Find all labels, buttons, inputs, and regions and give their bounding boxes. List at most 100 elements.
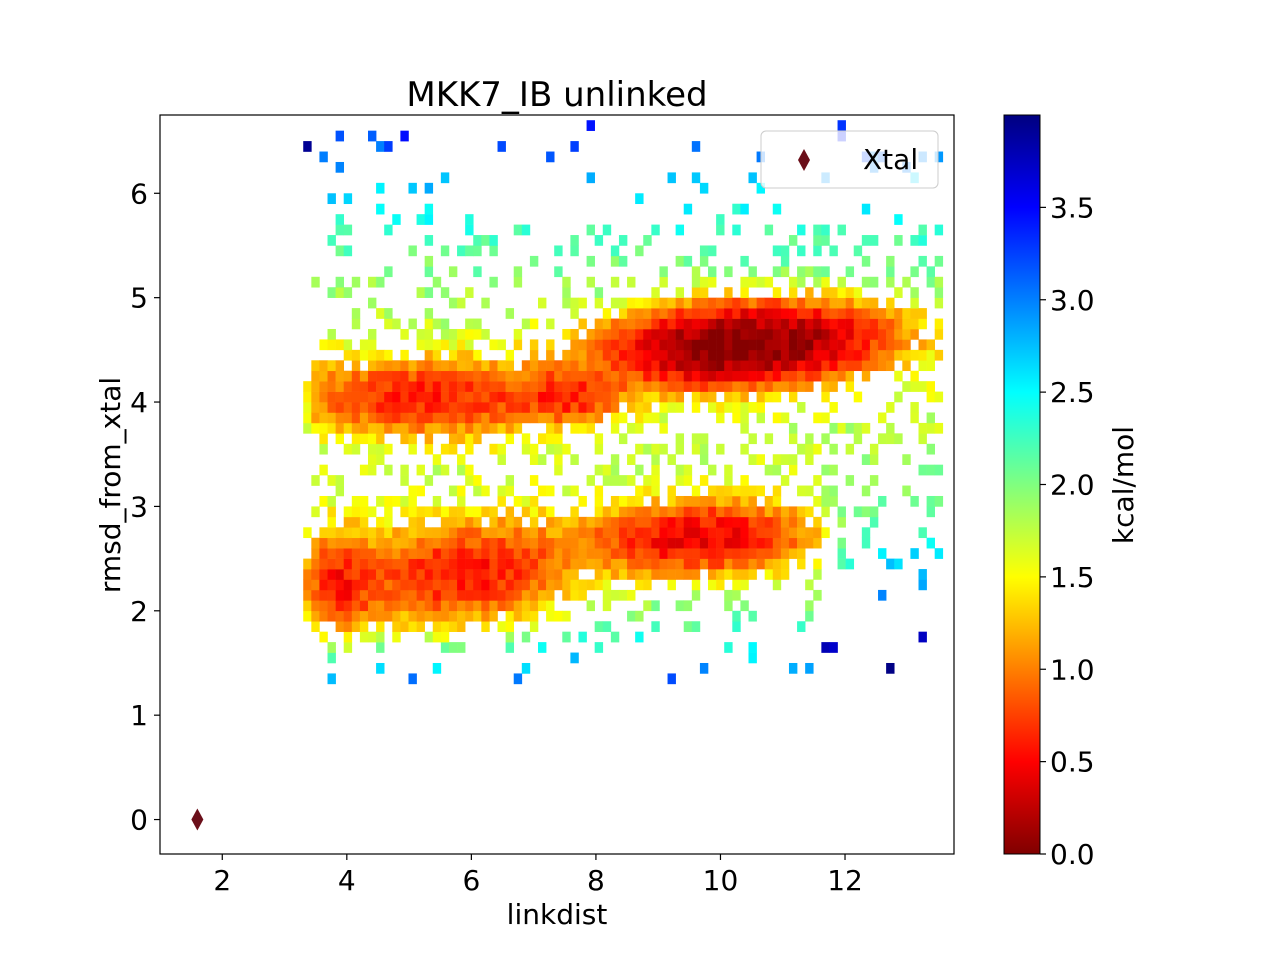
heatmap-cell (894, 349, 903, 361)
heatmap-cell (651, 537, 660, 549)
heatmap-cell (683, 527, 693, 539)
heatmap-cell (416, 339, 425, 351)
heatmap-cell (432, 589, 442, 601)
heatmap-cell (513, 224, 523, 236)
heatmap-cell (748, 318, 757, 330)
heatmap-cell (424, 360, 434, 372)
heatmap-cell (481, 527, 490, 539)
heatmap-cell (521, 391, 531, 403)
heatmap-cell (440, 360, 450, 372)
heatmap-cell (335, 339, 345, 351)
heatmap-cell (675, 308, 685, 319)
heatmap-cell (683, 621, 693, 632)
heatmap-cell (610, 516, 620, 528)
heatmap-cell (675, 360, 685, 372)
heatmap-cell (797, 527, 806, 539)
heatmap-cell (505, 631, 515, 643)
heatmap-cell (740, 349, 749, 361)
heatmap-cell (813, 558, 822, 570)
heatmap-cell (829, 328, 838, 340)
heatmap-cell (740, 360, 749, 372)
heatmap-cell (813, 328, 822, 340)
heatmap-cell (683, 328, 693, 340)
heatmap-cell (740, 402, 749, 413)
heatmap-cell (772, 412, 782, 424)
heatmap-cell (675, 391, 685, 403)
heatmap-cell (724, 485, 733, 497)
heatmap-cell (635, 328, 644, 340)
heatmap-cell (878, 548, 887, 559)
heatmap-cell (351, 537, 361, 549)
heatmap-cell (821, 464, 830, 476)
heatmap-cell (481, 328, 490, 340)
heatmap-cell (424, 318, 434, 330)
heatmap-cell (602, 600, 612, 612)
heatmap-cell (457, 464, 466, 476)
heatmap-cell (675, 433, 685, 445)
heatmap-cell (756, 485, 765, 497)
heatmap-cell (424, 610, 434, 622)
heatmap-cell (465, 349, 474, 361)
heatmap-cell (465, 391, 474, 403)
heatmap-cell (788, 464, 798, 476)
heatmap-cell (813, 495, 822, 507)
heatmap-cell (570, 548, 579, 559)
heatmap-cell (627, 297, 636, 309)
heatmap-cell (610, 454, 620, 465)
heatmap-cell (602, 516, 612, 528)
heatmap-cell (813, 443, 822, 455)
heatmap-cell (578, 516, 587, 528)
heatmap-cell (683, 569, 693, 580)
heatmap-cell (675, 349, 685, 361)
heatmap-cell (400, 412, 409, 424)
heatmap-cell (392, 600, 401, 612)
heatmap-cell (335, 610, 345, 622)
heatmap-cell (359, 422, 369, 434)
heatmap-cell (521, 506, 531, 518)
heatmap-cell (861, 422, 871, 434)
heatmap-cell (481, 537, 490, 549)
heatmap-cell (424, 506, 434, 518)
heatmap-cell (732, 391, 741, 403)
heatmap-cell (529, 589, 539, 601)
heatmap-cell (586, 255, 595, 267)
heatmap-cell (708, 558, 717, 570)
heatmap-cell (505, 516, 515, 528)
heatmap-cell (546, 579, 555, 591)
heatmap-cell (861, 527, 871, 539)
heatmap-cell (554, 370, 563, 382)
heatmap-cell (473, 360, 482, 372)
heatmap-cell (756, 360, 765, 372)
heatmap-cell (416, 569, 425, 580)
heatmap-cell (610, 422, 620, 434)
heatmap-cell (797, 370, 806, 382)
heatmap-cell (772, 370, 782, 382)
heatmap-cell (392, 412, 401, 424)
heatmap-cell (829, 360, 838, 372)
heatmap-cell (489, 381, 498, 392)
heatmap-cell (780, 537, 790, 549)
heatmap-cell (756, 308, 765, 319)
heatmap-cell (594, 433, 604, 445)
heatmap-cell (432, 548, 442, 559)
heatmap-cell (699, 537, 709, 549)
heatmap-cell (440, 506, 450, 518)
heatmap-cell (562, 485, 571, 497)
heatmap-cell (546, 422, 555, 434)
heatmap-cell (424, 422, 434, 434)
heatmap-cell (635, 579, 644, 591)
heatmap-cell (489, 402, 498, 413)
heatmap-cell (400, 579, 409, 591)
heatmap-cell (594, 464, 604, 476)
heatmap-cell (465, 475, 474, 486)
heatmap-cell (748, 381, 757, 392)
heatmap-cell (772, 381, 782, 392)
heatmap-cell (635, 464, 644, 476)
heatmap-cell (675, 370, 685, 382)
heatmap-cell (699, 527, 709, 539)
heatmap-cell (797, 537, 806, 549)
heatmap-cell (651, 454, 660, 465)
heatmap-cell (351, 610, 361, 622)
heatmap-cell (764, 360, 774, 372)
